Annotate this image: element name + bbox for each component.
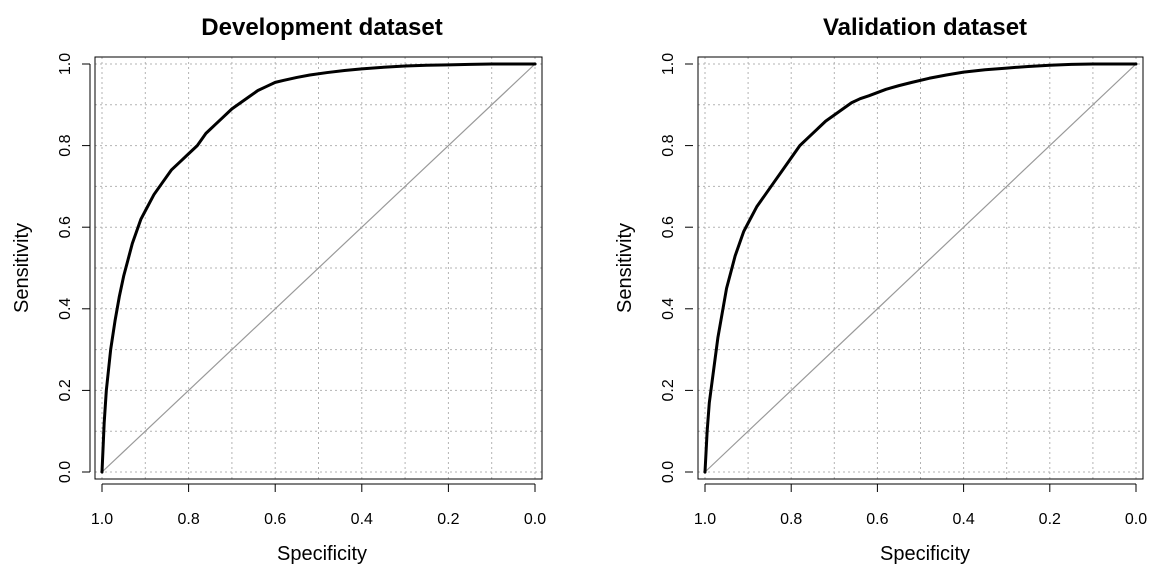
x-tick-label: 0.2 [437,511,459,528]
y-tick-label: 0.8 [660,134,677,156]
y-tick-label: 0.4 [660,298,677,320]
x-tick-label: 0.8 [177,511,199,528]
reference-diagonal-line [101,63,536,473]
x-tick-label: 0.0 [524,511,546,528]
y-axis-label: Sensitivity [614,223,636,313]
plot-border [94,56,543,480]
x-axis-label: Specificity [277,543,367,565]
y-tick-label: 0.8 [57,134,74,156]
x-tick-label: 0.0 [1125,511,1147,528]
x-tick-label: 0.2 [1039,511,1061,528]
y-tick-label: 0.4 [57,298,74,320]
roc-curve-line [703,62,1138,474]
y-tick-label: 1.0 [660,53,677,75]
x-tick-label: 0.4 [952,511,974,528]
x-tick-label: 1.0 [694,511,716,528]
chart-title: Validation dataset [823,14,1027,41]
roc-curve-line [100,62,537,474]
y-tick-label: 1.0 [57,53,74,75]
plot-border [697,56,1144,480]
y-tick-label: 0.6 [660,216,677,238]
x-tick-label: 1.0 [91,511,113,528]
y-tick-label: 0.2 [660,379,677,401]
x-tick-label: 0.6 [264,511,286,528]
y-tick-label: 0.2 [57,379,74,401]
roc-panel-1: 1.0 0.8 0.6 0.4 0.2 0.0 0.0 0.2 0.4 0.6 0.8 1.0 Deve… [11,14,546,565]
x-tick-label: 0.6 [866,511,888,528]
reference-diagonal-line [704,63,1137,473]
y-tick-label: 0.0 [57,461,74,483]
y-tick-label: 0.6 [57,216,74,238]
y-axis-label: Sensitivity [11,223,33,313]
chart-title: Development dataset [201,14,442,41]
y-tick-label: 0.0 [660,461,677,483]
roc-panel-2: 1.0 0.8 0.6 0.4 0.2 0.0 0.0 0.2 0.4 0.6 0.8 1.0 Vali… [89,14,1147,565]
x-tick-label: 0.8 [780,511,802,528]
x-axis-label: Specificity [880,543,970,565]
x-tick-label: 0.4 [351,511,373,528]
